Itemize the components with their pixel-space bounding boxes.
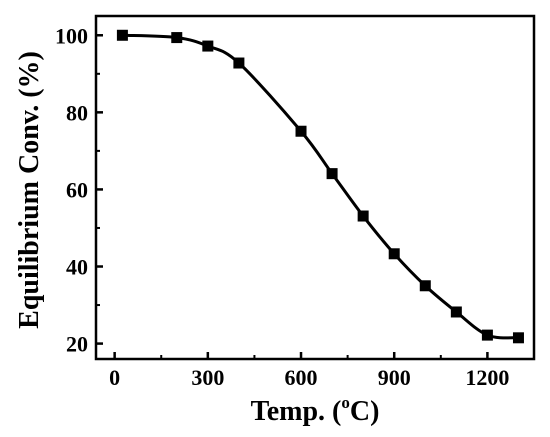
data-point xyxy=(388,248,400,260)
y-tick-label: 60 xyxy=(66,177,88,202)
x-axis-title: Temp. (oC) xyxy=(251,393,380,427)
data-point xyxy=(171,32,183,44)
data-point xyxy=(512,332,524,344)
x-axis-title-main: Temp. ( xyxy=(251,396,342,427)
series-line xyxy=(122,33,519,340)
x-tick-label: 1200 xyxy=(465,365,509,390)
y-tick-label: 80 xyxy=(66,100,88,125)
x-tick-label: 900 xyxy=(378,365,411,390)
x-tick-label: 600 xyxy=(285,365,318,390)
data-point xyxy=(233,57,245,69)
data-point xyxy=(295,125,307,137)
plot-frame xyxy=(94,14,536,361)
axis-ticks xyxy=(96,34,489,359)
data-point xyxy=(116,29,128,41)
tick-labels: 0 300 600 900 1200 20 40 60 80 100 xyxy=(55,23,509,390)
x-axis-title-sup: o xyxy=(341,393,350,412)
data-point xyxy=(419,280,431,292)
y-tick-label: 100 xyxy=(55,23,88,48)
y-axis-title: Equilibrium Conv. (%) xyxy=(14,51,45,329)
data-markers xyxy=(116,29,524,344)
data-point xyxy=(357,210,369,222)
x-tick-label: 0 xyxy=(109,365,120,390)
y-tick-label: 40 xyxy=(66,255,88,280)
data-point xyxy=(202,40,214,52)
x-axis-title-tail: C) xyxy=(350,396,380,427)
data-point xyxy=(450,306,462,318)
x-tick-label: 300 xyxy=(191,365,224,390)
y-tick-label: 20 xyxy=(66,332,88,357)
data-point xyxy=(481,329,493,341)
data-point xyxy=(326,168,338,180)
